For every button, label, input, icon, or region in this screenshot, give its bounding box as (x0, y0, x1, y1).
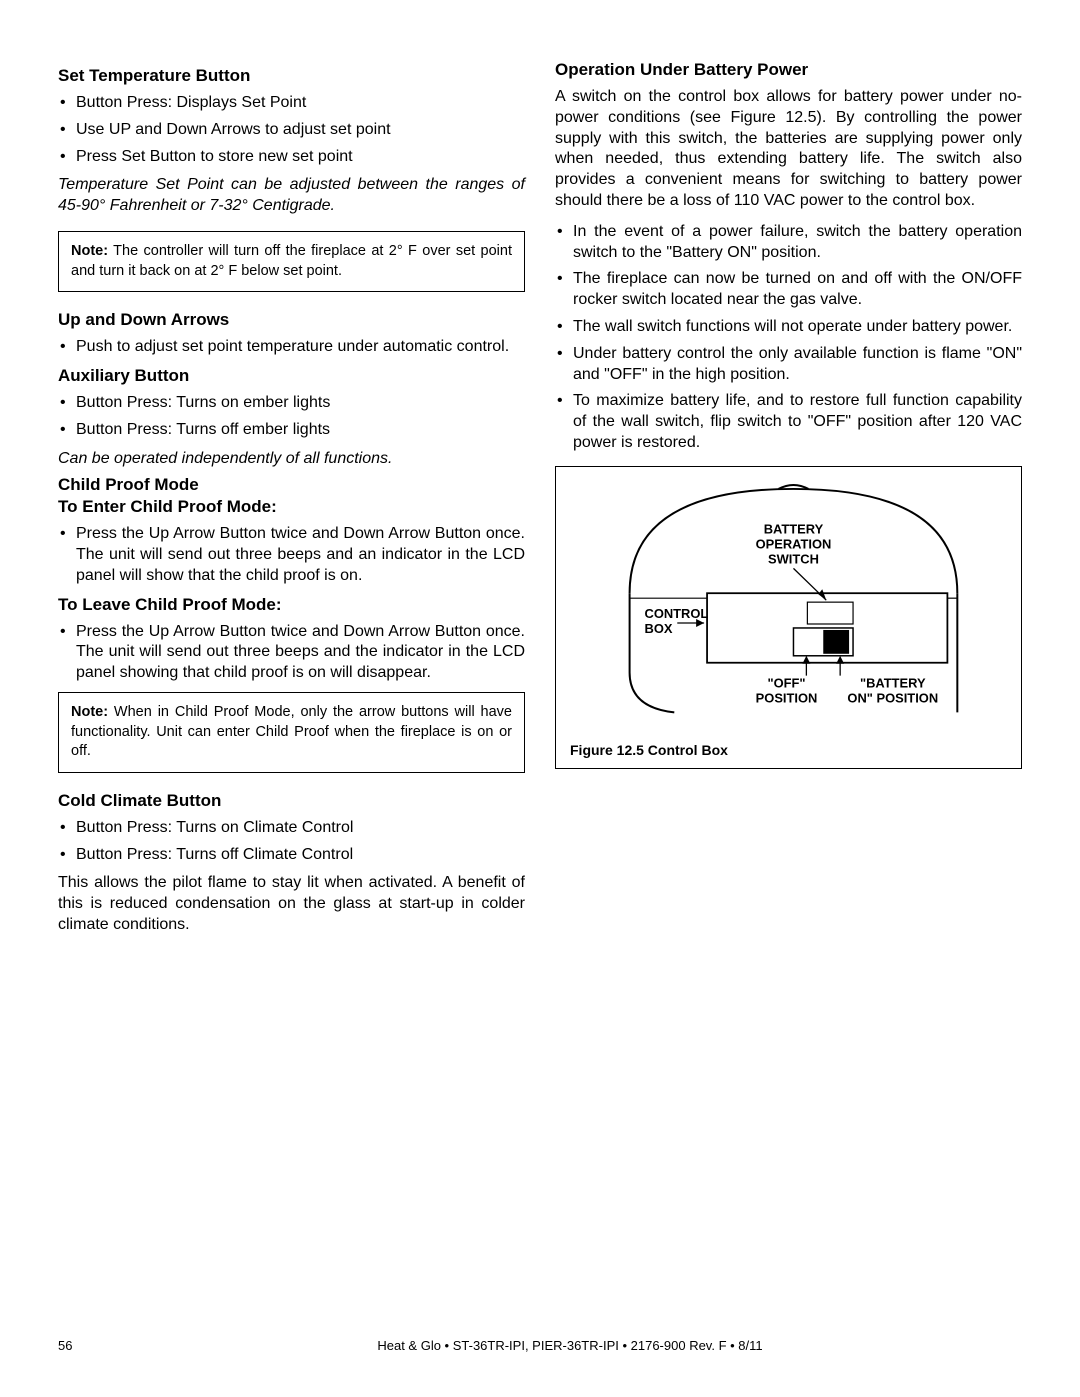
figure-caption: Figure 12.5 Control Box (570, 742, 1007, 758)
childproof-note-box: Note: When in Child Proof Mode, only the… (58, 692, 525, 773)
childproof-leave-heading: To Leave Child Proof Mode: (58, 595, 525, 615)
note-body: The controller will turn off the firepla… (71, 243, 512, 279)
list-item: To maximize battery life, and to restore… (555, 391, 1022, 453)
set-temp-heading: Set Temperature Button (58, 66, 525, 86)
battery-para: A switch on the control box allows for b… (555, 87, 1022, 212)
note-label: Note: (71, 243, 108, 259)
label-control-1: CONTROL (644, 606, 708, 621)
aux-italic: Can be operated independently of all fun… (58, 449, 525, 470)
label-on-1: "BATTERY (860, 675, 926, 690)
list-item: Press the Up Arrow Button twice and Down… (58, 524, 525, 586)
list-item: In the event of a power failure, switch … (555, 222, 1022, 264)
page-content: Set Temperature Button Button Press: Dis… (0, 0, 1080, 976)
label-off-2: POSITION (756, 690, 818, 705)
control-box-diagram: BATTERY OPERATION SWITCH CONTROL BOX "OF… (570, 479, 1007, 732)
figure-box: BATTERY OPERATION SWITCH CONTROL BOX "OF… (555, 466, 1022, 769)
list-item: Use UP and Down Arrows to adjust set poi… (58, 120, 525, 141)
label-on-2: ON" POSITION (847, 690, 938, 705)
list-item: Button Press: Turns off Climate Control (58, 845, 525, 866)
cold-heading: Cold Climate Button (58, 791, 525, 811)
list-item: Under battery control the only available… (555, 344, 1022, 386)
list-item: The wall switch functions will not opera… (555, 317, 1022, 338)
list-item: The fireplace can now be turned on and o… (555, 269, 1022, 311)
note-body: When in Child Proof Mode, only the arrow… (71, 704, 512, 759)
list-item: Button Press: Turns on ember lights (58, 393, 525, 414)
list-item: Button Press: Displays Set Point (58, 93, 525, 114)
list-item: Button Press: Turns on Climate Control (58, 818, 525, 839)
note-label: Note: (71, 704, 108, 720)
list-item: Push to adjust set point temperature und… (58, 337, 525, 358)
footer-text: Heat & Glo • ST-36TR-IPI, PIER-36TR-IPI … (118, 1338, 1022, 1353)
right-column: Operation Under Battery Power A switch o… (555, 60, 1022, 946)
list-item: Press Set Button to store new set point (58, 147, 525, 168)
childproof-heading: Child Proof Mode (58, 475, 525, 495)
aux-heading: Auxiliary Button (58, 366, 525, 386)
cold-para: This allows the pilot flame to stay lit … (58, 873, 525, 935)
label-control-2: BOX (644, 621, 672, 636)
label-battery-2: OPERATION (756, 536, 832, 551)
arrows-list: Push to adjust set point temperature und… (58, 337, 525, 358)
cold-list: Button Press: Turns on Climate Control B… (58, 818, 525, 866)
battery-list: In the event of a power failure, switch … (555, 222, 1022, 454)
set-temp-list: Button Press: Displays Set Point Use UP … (58, 93, 525, 167)
footer-page-number: 56 (58, 1338, 118, 1353)
left-column: Set Temperature Button Button Press: Dis… (58, 60, 525, 946)
list-item: Press the Up Arrow Button twice and Down… (58, 622, 525, 684)
label-battery-1: BATTERY (764, 521, 824, 536)
aux-list: Button Press: Turns on ember lights Butt… (58, 393, 525, 441)
arrows-heading: Up and Down Arrows (58, 310, 525, 330)
page-footer: 56 Heat & Glo • ST-36TR-IPI, PIER-36TR-I… (58, 1338, 1022, 1353)
label-battery-3: SWITCH (768, 551, 819, 566)
label-off-1: "OFF" (767, 675, 805, 690)
battery-heading: Operation Under Battery Power (555, 60, 1022, 80)
childproof-leave-list: Press the Up Arrow Button twice and Down… (58, 622, 525, 684)
childproof-enter-heading: To Enter Child Proof Mode: (58, 497, 525, 517)
list-item: Button Press: Turns off ember lights (58, 420, 525, 441)
set-temp-note-box: Note: The controller will turn off the f… (58, 231, 525, 292)
childproof-enter-list: Press the Up Arrow Button twice and Down… (58, 524, 525, 586)
set-temp-italic: Temperature Set Point can be adjusted be… (58, 175, 525, 217)
